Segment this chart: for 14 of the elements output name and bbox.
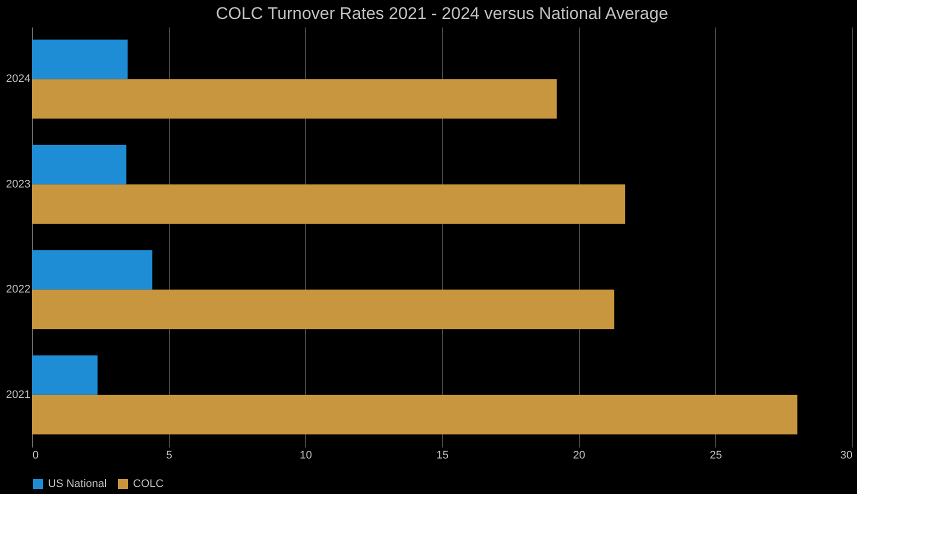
x-tick-label: 30 [840, 450, 852, 462]
x-tick-label: 5 [166, 450, 172, 462]
y-tick-label: 2021 [6, 388, 30, 401]
x-tick-label: 10 [300, 450, 312, 462]
y-tick-label: 2022 [6, 284, 30, 296]
x-tick-label: 15 [436, 450, 449, 462]
y-tick-label: 2024 [6, 73, 30, 86]
legend-label: US National [48, 478, 107, 490]
legend-label: COLC [133, 478, 164, 490]
x-tick-label: 20 [573, 450, 586, 462]
chart-title: COLC Turnover Rates 2021 - 2024 versus National Average [216, 4, 668, 23]
y-tick-label: 2023 [6, 178, 30, 190]
x-tick-label: 25 [710, 450, 722, 462]
x-tick-label: 0 [32, 450, 39, 462]
